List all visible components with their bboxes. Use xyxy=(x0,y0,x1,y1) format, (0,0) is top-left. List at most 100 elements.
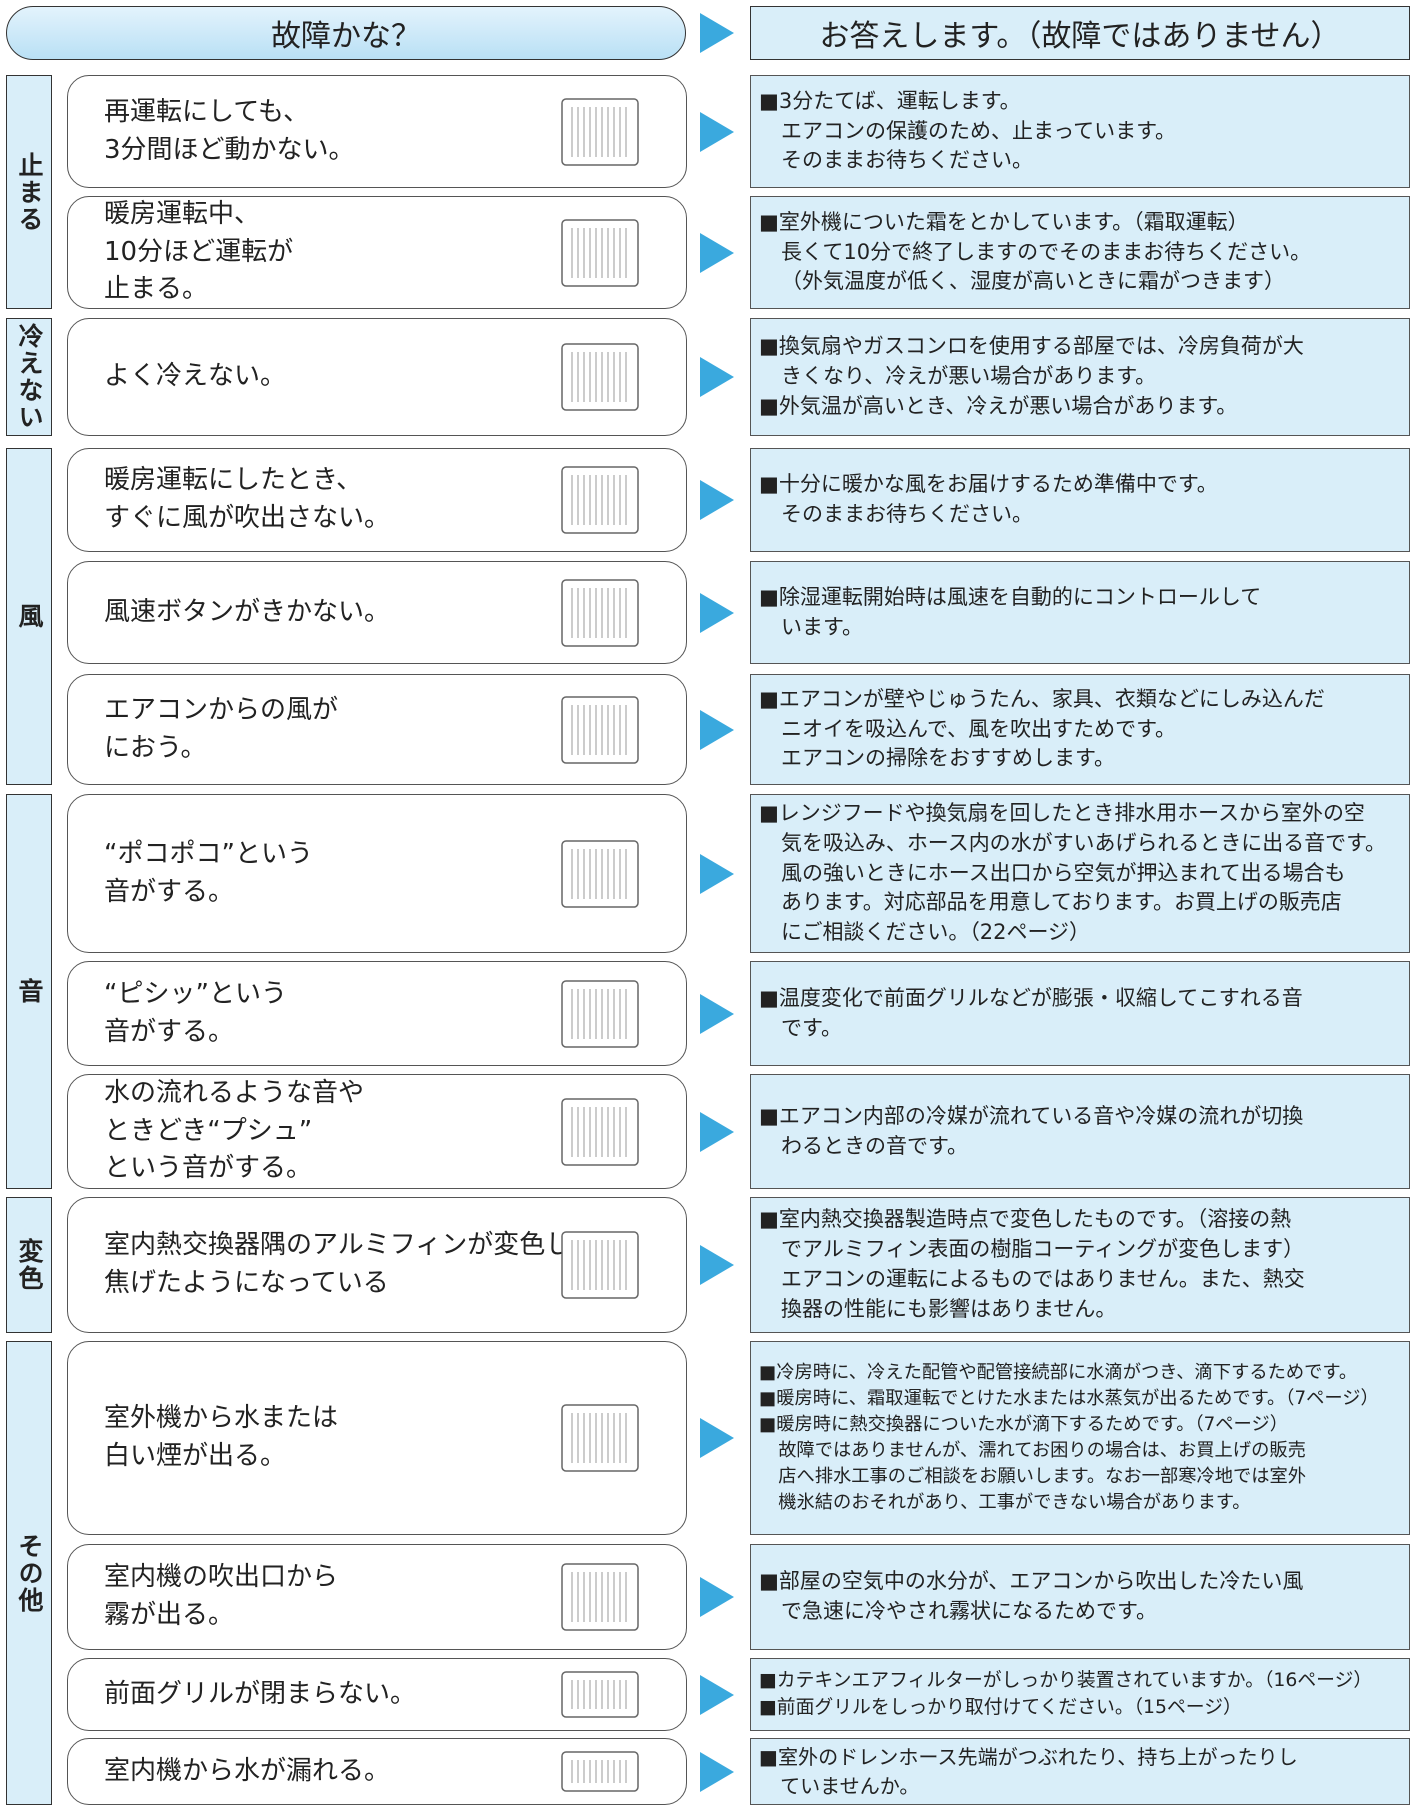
question-line: 音がする。 xyxy=(104,876,235,907)
question-line: ときどき“プシュ” xyxy=(104,1115,313,1146)
arrow xyxy=(700,709,734,750)
group-label: 音 xyxy=(15,978,44,1005)
illustration xyxy=(561,1671,639,1718)
answer-box: ■除湿運転開始時は風速を自動的にコントロールしています。 xyxy=(750,561,1410,664)
answer-line: ニオイを吸込んで、風を吹出すためです。 xyxy=(781,716,1177,741)
answer-box: ■レンジフードや換気扇を回したとき排水用ホースから室外の空 気を吸込み、ホース内の… xyxy=(750,794,1410,953)
group-label-box: その他 xyxy=(6,1341,52,1805)
question-line: 再運転にしても、 xyxy=(104,96,310,127)
question-line: 暖房運転中、 xyxy=(104,198,261,229)
illustration xyxy=(561,1231,639,1299)
answer-box: ■部屋の空気中の水分が、エアコンから吹出した冷たい風で急速に冷やされ霧状になるた… xyxy=(750,1544,1410,1650)
question-line: “ポコポコ”という xyxy=(104,838,313,869)
answer-line: （外気温度が低く、湿度が高いときに霜がつきます） xyxy=(781,269,1286,294)
answer-line: そのままお待ちください。 xyxy=(781,148,1034,173)
illustration xyxy=(561,466,639,534)
illustration xyxy=(561,1751,639,1792)
answer-line: で急速に冷やされ霧状になるためです。 xyxy=(781,1599,1157,1623)
illustration xyxy=(561,979,639,1048)
question-line: 室内機の吹出口から xyxy=(104,1562,339,1593)
answer-box: ■エアコンが壁やじゅうたん、家具、衣類などにしみ込んだニオイを吸込んで、風を吹出… xyxy=(750,674,1410,785)
answer-line: そのままお待ちください。 xyxy=(781,502,1034,526)
answer-line: きくなり、冷えが悪い場合があります。 xyxy=(781,364,1157,389)
answer-line: ■3分たてば、運転します。 xyxy=(759,88,1021,113)
answer-line: ■十分に暖かな風をお届けするため準備中です。 xyxy=(759,472,1218,497)
answer-line: エアコンの保護のため、止まっています。 xyxy=(781,118,1177,143)
illustration xyxy=(561,218,639,287)
header-right: お答えします。（故障ではありません） xyxy=(750,6,1410,60)
group-label-box: 変色 xyxy=(6,1197,52,1333)
answer-line: ■室外機についた霜をとかしています。（霜取運転） xyxy=(759,209,1249,234)
answer-line: ■暖房時に、霜取運転でとけた水または水蒸気が出るためです。（7ページ） xyxy=(759,1388,1379,1410)
answer-line: ■部屋の空気中の水分が、エアコンから吹出した冷たい風 xyxy=(759,1569,1304,1594)
question-line: 室内機から水が漏れる。 xyxy=(104,1755,391,1786)
answer-line: ■前面グリルをしっかり取付けてください。（15ページ） xyxy=(759,1696,1242,1718)
answer-line: ■エアコンが壁やじゅうたん、家具、衣類などにしみ込んだ xyxy=(759,686,1325,711)
answer-box: ■十分に暖かな風をお届けするため準備中です。そのままお待ちください。 xyxy=(750,448,1410,552)
arrow xyxy=(700,993,734,1034)
answer-line: エアコンの掃除をおすすめします。 xyxy=(781,746,1115,771)
group-label: 風 xyxy=(15,603,44,630)
arrow xyxy=(700,111,734,152)
answer-line: エアコンの運転によるものではありません。また、熱交 xyxy=(781,1267,1305,1291)
arrow xyxy=(700,1418,734,1458)
answer-line: ■外気温が高いとき、冷えが悪い場合があります。 xyxy=(759,393,1238,418)
illustration xyxy=(561,695,639,764)
question-box: 室内機から水が漏れる。 xyxy=(67,1738,687,1805)
answer-line: 長くて10分で終了しますのでそのままお待ちください。 xyxy=(781,239,1312,264)
answer-line: でアルミフィン表面の樹脂コーティングが変色します） xyxy=(781,1237,1305,1262)
answer-line: 機氷結のおそれがあり、工事ができない場合があります。 xyxy=(778,1491,1251,1513)
question-line: 霧が出る。 xyxy=(104,1600,235,1630)
illustration xyxy=(561,578,639,647)
arrow xyxy=(700,232,734,273)
question-line: 白い煙が出る。 xyxy=(104,1441,287,1471)
answer-line: 換器の性能にも影響はありません。 xyxy=(781,1296,1117,1321)
group-label-box: 止まる xyxy=(6,75,52,309)
answer-box: ■温度変化で前面グリルなどが膨張・収縮してこすれる音 です。 xyxy=(750,961,1410,1066)
question-line: すぐに風が吹出さない。 xyxy=(104,503,391,533)
arrow xyxy=(700,1577,734,1617)
illustration xyxy=(561,1097,639,1166)
answer-box: ■換気扇やガスコンロを使用する部屋では、冷房負荷が大きくなり、冷えが悪い場合があ… xyxy=(750,318,1410,436)
answer-line: います。 xyxy=(781,614,863,639)
question-line: 室外機から水または xyxy=(104,1403,339,1434)
answer-line: ていませんか。 xyxy=(780,1773,920,1798)
answer-line: にご相談ください。（22ページ） xyxy=(781,920,1090,945)
answer-line: ■冷房時に、冷えた配管や配管接続部に水滴がつき、滴下するためです。 xyxy=(759,1362,1358,1384)
arrow xyxy=(700,1674,734,1715)
answer-line: わるときの音です。 xyxy=(781,1133,968,1158)
answer-box: ■3分たてば、運転します。エアコンの保護のため、止まっています。 そのままお待ちく… xyxy=(750,75,1410,188)
group-label: 止まる xyxy=(15,151,44,233)
illustration xyxy=(561,839,639,908)
illustration xyxy=(561,1404,639,1472)
answer-line: ■換気扇やガスコンロを使用する部屋では、冷房負荷が大 xyxy=(759,334,1304,359)
answer-line: ■室外のドレンホース先端がつぶれたり、持ち上がったりし xyxy=(759,1745,1298,1769)
question-box: よく冷えない。 xyxy=(67,318,687,436)
answer-box: ■室外機についた霜をとかしています。（霜取運転） 長くて10分で終了しますのでその… xyxy=(750,196,1410,309)
answer-box: ■エアコン内部の冷媒が流れている音や冷媒の流れが切換 わるときの音です。 xyxy=(750,1074,1410,1189)
answer-line: 気を吸込み、ホース内の水がすいあげられるときに出る音です。 xyxy=(781,830,1386,855)
answer-box: ■室外のドレンホース先端がつぶれたり、持ち上がったりしていませんか。 xyxy=(750,1738,1410,1805)
arrow xyxy=(700,1751,734,1792)
illustration xyxy=(561,1563,639,1631)
answer-line: 風の強いときにホース出口から空気が押込まれて出る場合も xyxy=(781,860,1346,885)
arrow xyxy=(700,1245,734,1285)
question-box: 前面グリルが閉まらない。 xyxy=(67,1658,687,1731)
arrow xyxy=(700,592,734,633)
question-line: よく冷えない。 xyxy=(104,361,287,392)
answer-line: ■除湿運転開始時は風速を自動的にコントロールして xyxy=(759,584,1262,609)
answer-box: ■室内熱交換器製造時点で変色したものです。（溶接の熱 でアルミフィン表面の樹脂コー… xyxy=(750,1197,1410,1333)
question-line: 暖房運転にしたとき、 xyxy=(104,465,363,496)
group-label-box: 音 xyxy=(6,794,52,1189)
question-line: 風速ボタンがきかない。 xyxy=(104,596,391,627)
answer-box: ■冷房時に、冷えた配管や配管接続部に水滴がつき、滴下するためです。 ■暖房時に、霜… xyxy=(750,1341,1410,1535)
group-label-box: 冷えない xyxy=(6,318,52,436)
question-line: という音がする。 xyxy=(104,1153,313,1184)
arrow xyxy=(700,480,734,520)
answer-line: 故障ではありませんが、濡れてお困りの場合は、お買上げの販売 xyxy=(778,1440,1306,1461)
header-arrow xyxy=(700,13,734,53)
question-line: 水の流れるような音や xyxy=(104,1077,365,1108)
illustration xyxy=(561,343,639,411)
answer-line: です。 xyxy=(781,1015,842,1040)
